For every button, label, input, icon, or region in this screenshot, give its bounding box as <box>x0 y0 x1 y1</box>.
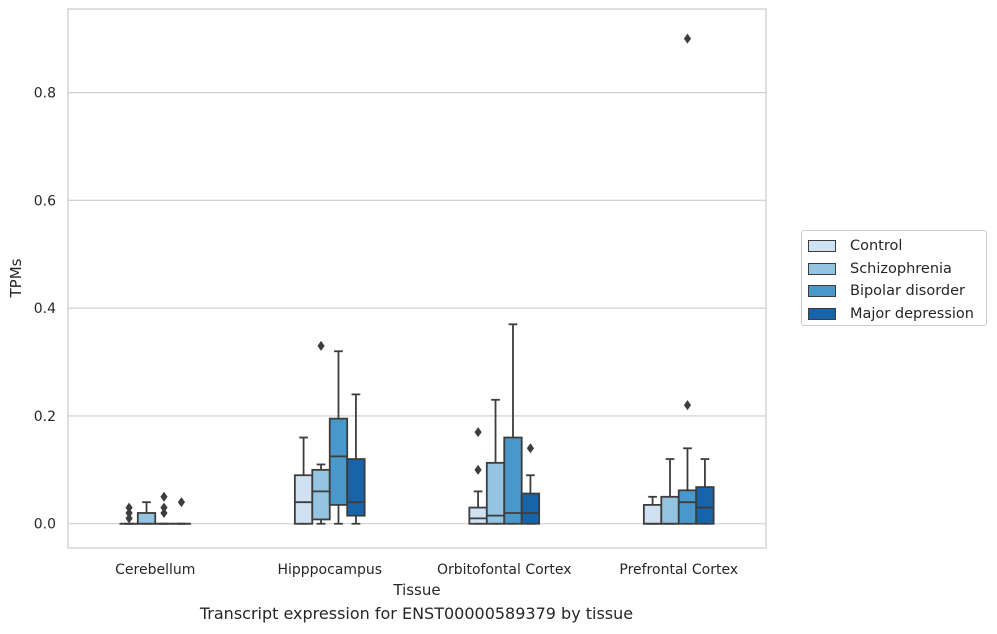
box-2-0 <box>468 427 488 525</box>
x-tick-label: Orbitofontal Cortex <box>437 562 572 578</box>
y-tick-label: 0.2 <box>34 409 56 425</box>
box-body <box>677 489 698 525</box>
x-tick-label: Prefrontal Cortex <box>619 562 738 578</box>
x-tick-label: Hipppocampus <box>277 562 382 578</box>
y-tick-labels: 0.0 0.2 0.4 0.6 0.8 <box>34 86 56 533</box>
outlier-point <box>125 502 133 513</box>
y-axis-label: TPMs <box>7 258 25 298</box>
legend-item: Schizophrenia <box>808 258 986 281</box>
legend: Control Schizophrenia Bipolar disorder Majo… <box>801 230 987 326</box>
outlier-point <box>683 400 692 411</box>
box-0-3 <box>171 497 192 525</box>
outlier-point <box>160 491 168 502</box>
outlier-point <box>683 33 692 44</box>
y-tick-label: 0.0 <box>34 517 56 533</box>
outlier-point <box>125 507 133 518</box>
outlier-point <box>317 340 325 351</box>
box-body <box>136 512 157 525</box>
box-3-2 <box>677 33 698 525</box>
box-body <box>503 436 523 525</box>
box-2-3 <box>520 443 541 525</box>
legend-item: Major depression <box>808 303 986 326</box>
outlier-point <box>526 443 535 454</box>
box-1-0 <box>293 436 314 525</box>
y-tick-label: 0.6 <box>34 193 56 209</box>
x-tick-labels: Cerebellum Hipppocampus Orbitofontal Corte… <box>115 562 738 578</box>
grid-lines <box>68 91 766 525</box>
box-3-1 <box>660 458 680 525</box>
x-axis-label: Tissue <box>392 581 440 599</box>
outlier-point <box>125 513 133 524</box>
box-2-2 <box>503 323 523 525</box>
box-body <box>346 458 366 517</box>
legend-swatch <box>808 240 836 253</box>
box-2-1 <box>485 398 506 525</box>
box-1-3 <box>346 393 366 525</box>
box-0-2 <box>154 491 174 525</box>
outlier-point <box>160 507 168 518</box>
box-3-0 <box>642 495 663 525</box>
box-3-3 <box>695 458 715 525</box>
box-groups <box>119 33 715 525</box>
box-body <box>485 461 506 525</box>
box-body <box>695 486 715 525</box>
chart-caption: Transcript expression for ENST0000058937… <box>199 604 634 623</box>
box-0-0 <box>119 502 139 525</box>
legend-swatch <box>808 262 836 275</box>
plot-frame <box>67 8 767 549</box>
outlier-point <box>177 497 186 508</box>
outlier-point <box>474 464 482 475</box>
box-body <box>311 468 331 521</box>
box-body <box>293 474 314 525</box>
box-body <box>642 503 663 525</box>
legend-label: Major depression <box>850 305 974 322</box>
legend-label: Bipolar disorder <box>850 283 965 300</box>
box-1-1 <box>311 340 331 525</box>
box-body <box>520 492 541 525</box>
y-tick-label: 0.8 <box>34 86 56 102</box>
legend-item: Control <box>808 235 986 258</box>
box-body <box>468 506 488 525</box>
box-body <box>328 417 349 506</box>
y-tick-label: 0.4 <box>34 301 56 317</box>
outlier-point <box>474 427 482 438</box>
outlier-point <box>160 502 168 513</box>
box-body <box>660 495 680 525</box>
box-1-2 <box>328 350 349 525</box>
legend-swatch <box>808 307 836 320</box>
legend-swatch <box>808 285 836 298</box>
legend-label: Schizophrenia <box>850 260 952 277</box>
legend-label: Control <box>850 238 903 255</box>
x-tick-label: Cerebellum <box>115 562 195 578</box>
box-0-1 <box>136 501 157 525</box>
legend-item: Bipolar disorder <box>808 280 986 303</box>
